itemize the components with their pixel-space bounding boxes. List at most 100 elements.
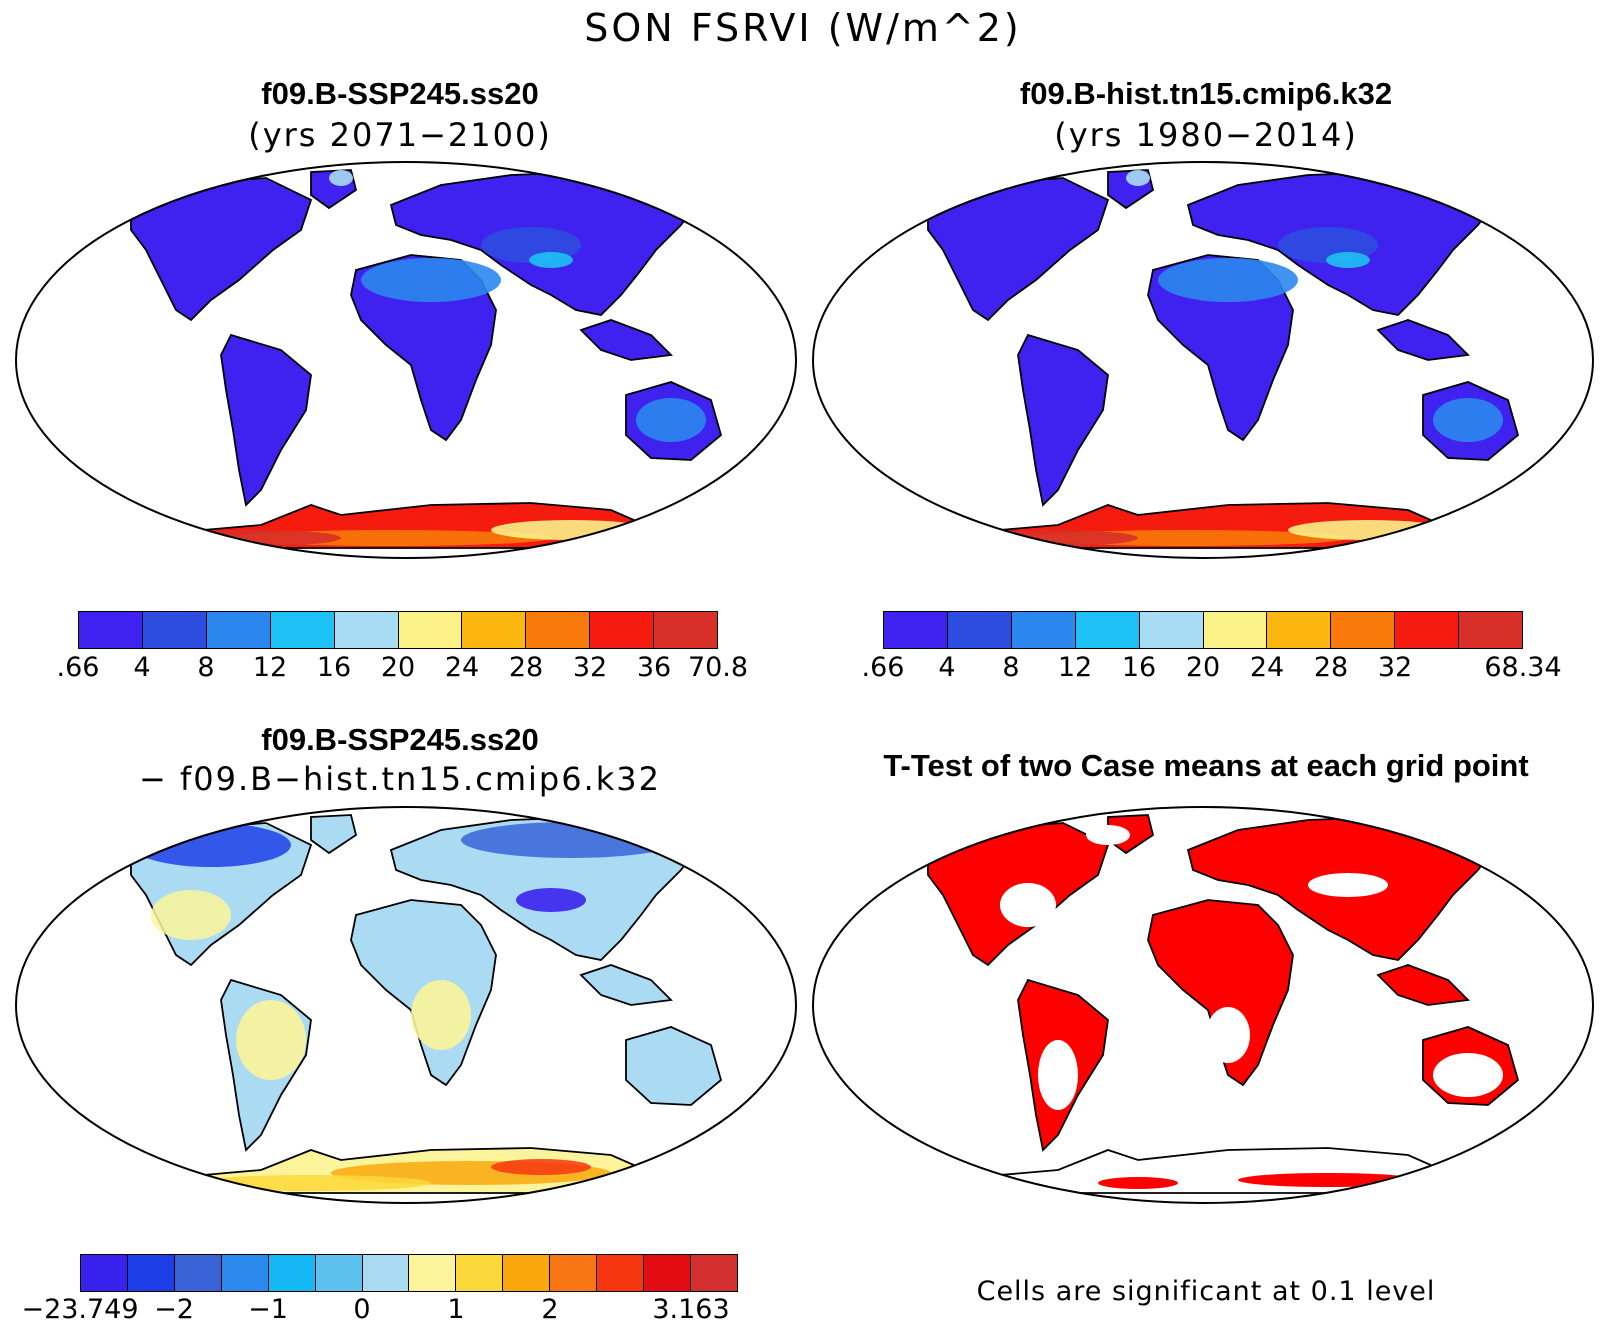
field-patch	[361, 258, 501, 302]
colorbar-swatch	[362, 1255, 410, 1291]
panel-4-map	[812, 806, 1594, 1204]
continent-indo	[1376, 319, 1470, 361]
field-patch	[1126, 170, 1150, 186]
map-border	[812, 161, 1594, 559]
panel-2-colorbar-ticks: .66 4 8 12 16 20 24 28 32 68.34	[862, 652, 1562, 686]
panel-1-subtitle: (yrs 2071−2100)	[248, 116, 552, 154]
panel-3-map	[15, 806, 797, 1204]
colorbar-swatch	[206, 612, 271, 648]
continent-indo	[579, 964, 673, 1006]
colorbar-swatch	[315, 1255, 363, 1291]
field-patch	[461, 822, 681, 858]
colorbar-tick-label: 20	[1185, 652, 1221, 683]
colorbar-tick-label: 12	[1057, 652, 1093, 683]
continent-namerica	[927, 177, 1110, 322]
map-border	[15, 161, 797, 559]
field-patch	[411, 980, 471, 1050]
panel-3-colorbar	[80, 1254, 738, 1292]
panel-1-colorbar-ticks: .66 4 8 12 16 20 24 28 32 36 70.8	[57, 652, 749, 686]
colorbar-swatch	[1267, 612, 1332, 648]
colorbar-tick-label: −1	[248, 1294, 288, 1325]
colorbar-swatch	[398, 612, 463, 648]
continent-africa	[1147, 899, 1294, 1087]
continent-indo	[579, 319, 673, 361]
colorbar-tick-label: 20	[380, 652, 416, 683]
colorbar-tick-label: 68.34	[1484, 652, 1562, 683]
colorbar-swatch	[1139, 612, 1204, 648]
colorbar-tick-label: 28	[508, 652, 544, 683]
field-patch	[516, 888, 586, 912]
field-patch	[1326, 252, 1370, 268]
colorbar-tick-label: 8	[197, 652, 215, 683]
colorbar-tick-label: .66	[861, 652, 905, 683]
colorbar-swatch	[1011, 612, 1076, 648]
panel-2-colorbar	[883, 611, 1523, 649]
colorbar-tick-label: .66	[56, 652, 100, 683]
field-patch	[151, 890, 231, 940]
colorbar-tick-label: 70.8	[687, 652, 749, 683]
colorbar-swatch	[947, 612, 1012, 648]
colorbar-swatch	[1459, 612, 1523, 648]
colorbar-swatch	[268, 1255, 316, 1291]
colorbar-tick-label: 24	[1249, 652, 1285, 683]
colorbar-swatch	[1331, 612, 1396, 648]
significance-note: Cells are significant at 0.1 level	[976, 1276, 1436, 1307]
field-patch	[529, 252, 573, 268]
colorbar-swatch	[462, 612, 527, 648]
colorbar-swatch	[174, 1255, 222, 1291]
field-patch	[1158, 258, 1298, 302]
panel-1-colorbar	[78, 611, 718, 649]
field-patch	[329, 170, 353, 186]
colorbar-swatch	[334, 612, 399, 648]
field-patch	[1433, 398, 1503, 442]
panel-3-title: f09.B-SSP245.ss20	[261, 722, 539, 757]
colorbar-tick-label: 32	[572, 652, 608, 683]
panel-2-map	[812, 161, 1594, 559]
panel-4-title: T-Test of two Case means at each grid po…	[883, 748, 1529, 783]
colorbar-tick-label: 3.163	[652, 1294, 730, 1325]
continent-namerica	[130, 177, 313, 322]
colorbar-swatch	[690, 1255, 737, 1291]
colorbar-swatch	[127, 1255, 175, 1291]
colorbar-swatch	[526, 612, 591, 648]
colorbar-swatch	[503, 1255, 551, 1291]
colorbar-tick-label: 4	[938, 652, 956, 683]
colorbar-swatch	[81, 1255, 128, 1291]
field-patch	[1000, 883, 1056, 927]
colorbar-swatch	[456, 1255, 504, 1291]
field-patch	[636, 398, 706, 442]
colorbar-swatch	[142, 612, 207, 648]
colorbar-tick-label: 0	[353, 1294, 371, 1325]
field-patch	[1086, 825, 1130, 845]
field-patch	[191, 1175, 431, 1191]
colorbar-swatch	[409, 1255, 457, 1291]
continent-samerica	[220, 333, 312, 507]
field-patch	[1238, 1173, 1418, 1187]
continent-greenland	[310, 814, 358, 855]
field-patch	[1308, 873, 1388, 897]
colorbar-swatch	[79, 612, 143, 648]
colorbar-tick-label: 32	[1377, 652, 1413, 683]
field-patch	[1433, 1053, 1503, 1097]
panel-2-subtitle: (yrs 1980−2014)	[1054, 116, 1358, 154]
panel-1-title: f09.B-SSP245.ss20	[261, 76, 539, 111]
continent-antarctica	[941, 1147, 1460, 1194]
map-border	[812, 806, 1594, 1204]
colorbar-swatch	[597, 1255, 645, 1291]
colorbar-swatch	[590, 612, 655, 648]
continent-australia	[625, 1026, 723, 1106]
colorbar-tick-label: −23.749	[21, 1294, 139, 1325]
panel-1-map	[15, 161, 797, 559]
colorbar-tick-label: 2	[541, 1294, 559, 1325]
colorbar-tick-label: 36	[636, 652, 672, 683]
panel-3-colorbar-ticks: −23.749 −2 −1 0 1 2 3.163	[21, 1294, 738, 1325]
colorbar-swatch	[550, 1255, 598, 1291]
colorbar-swatch	[1395, 612, 1460, 648]
colorbar-swatch	[1203, 612, 1268, 648]
colorbar-swatch	[654, 612, 718, 648]
colorbar-tick-label: 16	[1121, 652, 1157, 683]
continent-samerica	[1017, 333, 1109, 507]
colorbar-swatch	[270, 612, 335, 648]
colorbar-swatch	[644, 1255, 691, 1291]
colorbar-tick-label: 4	[133, 652, 151, 683]
